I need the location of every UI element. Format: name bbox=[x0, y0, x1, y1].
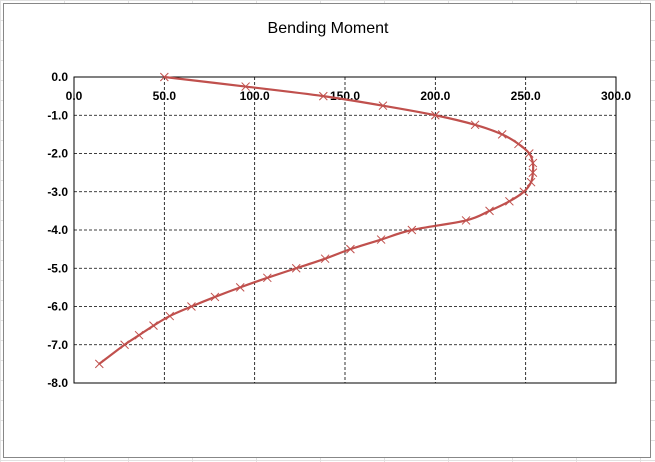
data-point-marker bbox=[485, 206, 494, 216]
x-tick-label: 100.0 bbox=[240, 89, 270, 103]
x-tick-label: 50.0 bbox=[153, 89, 177, 103]
x-tick-label: 250.0 bbox=[511, 89, 541, 103]
chart-area[interactable]: Bending Moment 0.0 -1.0 -2.0 -3.0 -4.0 -5.0 -6… bbox=[3, 3, 651, 458]
data-point-marker bbox=[134, 330, 144, 340]
y-tick-label: -8.0 bbox=[47, 376, 68, 390]
data-point-marker bbox=[524, 149, 534, 158]
data-point-marker bbox=[165, 311, 175, 321]
data-point-marker bbox=[505, 196, 514, 206]
data-point-marker bbox=[528, 168, 538, 177]
data-point-marker bbox=[376, 235, 386, 244]
data-point-marker bbox=[497, 130, 507, 139]
data-point-marker bbox=[94, 359, 104, 369]
y-tick-label: -5.0 bbox=[47, 261, 68, 275]
plot-border bbox=[73, 76, 617, 384]
data-point-marker bbox=[291, 263, 301, 273]
y-tick-label: 0.0 bbox=[51, 70, 68, 84]
data-point-marker bbox=[210, 292, 220, 302]
x-tick-label: 200.0 bbox=[420, 89, 450, 103]
data-point-marker bbox=[407, 225, 417, 235]
data-point-marker bbox=[320, 254, 330, 264]
data-point-marker bbox=[470, 120, 480, 130]
data-point-marker bbox=[430, 110, 440, 120]
y-tick-label: -7.0 bbox=[47, 338, 68, 352]
x-tick-label: 300.0 bbox=[601, 89, 631, 103]
data-point-marker bbox=[526, 177, 536, 187]
y-tick-label: -1.0 bbox=[47, 108, 68, 122]
data-point-marker bbox=[120, 340, 129, 350]
data-point-marker bbox=[241, 82, 250, 91]
data-point-marker bbox=[149, 321, 158, 330]
data-point-marker bbox=[159, 72, 169, 82]
data-point-marker bbox=[346, 244, 355, 254]
y-tick-label: -3.0 bbox=[47, 185, 68, 199]
data-point-marker bbox=[519, 187, 529, 197]
x-tick-label: 0.0 bbox=[66, 89, 83, 103]
data-point-marker bbox=[378, 101, 388, 111]
data-point-marker bbox=[235, 283, 245, 292]
y-tick-label: -6.0 bbox=[47, 300, 68, 314]
data-point-marker bbox=[461, 216, 471, 225]
bending-moment-chart: 0.0 -1.0 -2.0 -3.0 -4.0 -5.0 -6.0 -7.0 -8.0 0.0 50… bbox=[47, 70, 631, 390]
data-point-marker bbox=[318, 91, 328, 101]
data-point-marker bbox=[514, 139, 523, 149]
y-tick-label: -4.0 bbox=[47, 223, 68, 237]
x-tick-label: 150.0 bbox=[330, 89, 360, 103]
y-tick-label: -2.0 bbox=[47, 147, 68, 161]
data-point-marker bbox=[262, 273, 272, 283]
data-point-marker bbox=[187, 302, 196, 311]
data-point-marker bbox=[528, 158, 538, 168]
chart-title: Bending Moment bbox=[267, 20, 389, 37]
